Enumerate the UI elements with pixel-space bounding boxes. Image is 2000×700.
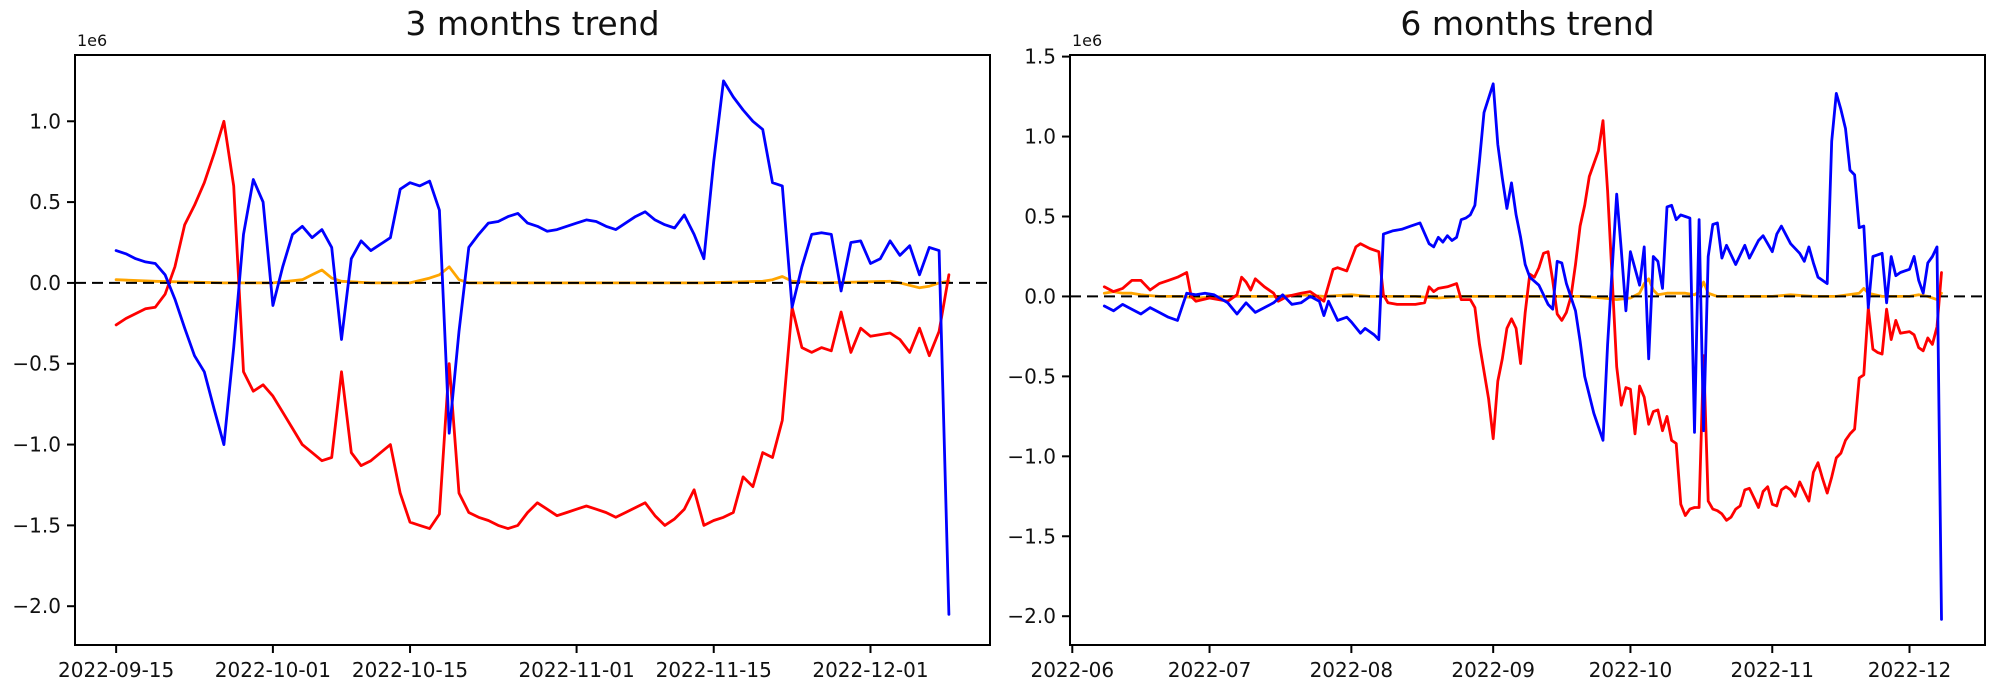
y-axis: 1.0 0.5 0.0 −0.5 −1.0 −1.5 −2.0 xyxy=(12,109,75,618)
y-tick-label: 0.5 xyxy=(1024,204,1056,228)
series-orange-line xyxy=(114,265,951,290)
y-axis-offset-label-left: 1e6 xyxy=(77,31,108,50)
x-axis: 2022-06 2022-07 2022-08 2022-09 2022-10 2022-… xyxy=(1030,645,1951,682)
y-tick-label: −1.5 xyxy=(12,513,61,537)
y-tick-label: −1.0 xyxy=(12,433,61,457)
x-axis: 2022-09-15 2022-10-01 2022-10-15 2022-11-01… xyxy=(58,645,929,682)
y-tick-label: −2.0 xyxy=(1007,604,1056,628)
y-tick-label: 0.0 xyxy=(29,271,61,295)
x-tick-label: 2022-12-01 xyxy=(812,658,928,682)
plot-border xyxy=(1069,54,1986,646)
series-blue-line xyxy=(114,79,951,616)
series-red-line xyxy=(114,119,951,530)
x-tick-label: 2022-10-15 xyxy=(352,658,468,682)
y-tick-label: −0.5 xyxy=(1007,364,1056,388)
x-tick-label: 2022-11 xyxy=(1730,658,1814,682)
y-tick-label: 1.0 xyxy=(1024,125,1056,149)
chart-title-3-months: 3 months trend xyxy=(405,4,660,43)
y-tick-label: 1.5 xyxy=(1024,45,1056,69)
x-tick-label: 2022-09 xyxy=(1451,658,1535,682)
x-tick-label: 2022-11-01 xyxy=(518,658,634,682)
series-blue-line xyxy=(1102,82,1943,621)
x-tick-label: 2022-06 xyxy=(1030,658,1114,682)
x-tick-label: 2022-11-15 xyxy=(656,658,772,682)
x-tick-label: 2022-09-15 xyxy=(58,658,174,682)
y-tick-label: −0.5 xyxy=(12,352,61,376)
y-tick-label: 0.0 xyxy=(1024,284,1056,308)
y-tick-label: 1.0 xyxy=(29,109,61,133)
x-tick-label: 2022-10 xyxy=(1589,658,1673,682)
series-red-line xyxy=(1102,119,1943,522)
x-tick-label: 2022-10-01 xyxy=(215,658,331,682)
x-tick-label: 2022-12 xyxy=(1868,658,1952,682)
y-axis-offset-label-right: 1e6 xyxy=(1072,31,1103,50)
x-tick-label: 2022-07 xyxy=(1168,658,1252,682)
y-axis: 1.5 1.0 0.5 0.0 −0.5 −1.0 −1.5 −2.0 xyxy=(1007,45,1070,628)
y-tick-label: −1.5 xyxy=(1007,524,1056,548)
y-tick-label: 0.5 xyxy=(29,190,61,214)
chart-title-6-months: 6 months trend xyxy=(1400,4,1655,43)
y-tick-label: −2.0 xyxy=(12,594,61,618)
y-tick-label: −1.0 xyxy=(1007,444,1056,468)
x-tick-label: 2022-08 xyxy=(1310,658,1394,682)
plot-border xyxy=(74,54,991,646)
